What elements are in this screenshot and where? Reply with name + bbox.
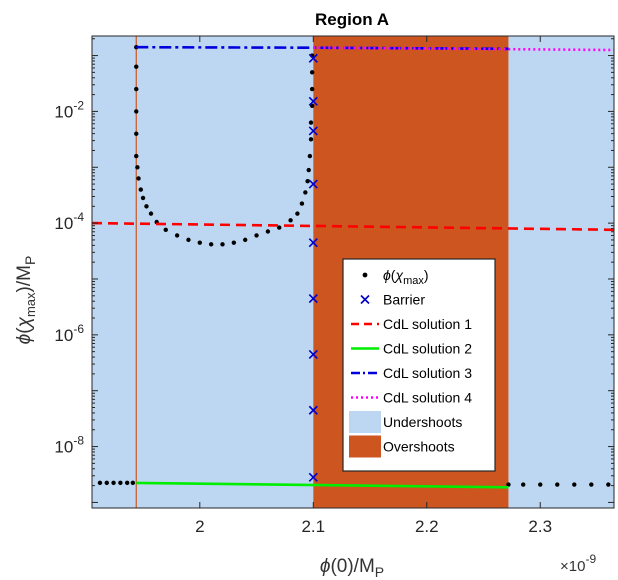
data-point (135, 165, 140, 170)
data-point (589, 482, 594, 487)
data-point (265, 229, 271, 234)
y-tick-label: 10-2 (54, 98, 84, 121)
x-exponent-label: ×10-9 (560, 552, 596, 575)
data-point (572, 482, 577, 487)
y-tick-label: 10-8 (54, 434, 84, 457)
data-point (295, 211, 300, 216)
data-point (242, 237, 248, 243)
y-tick-label: 10-6 (54, 322, 84, 345)
x-tick-label: 2.1 (301, 517, 325, 536)
barrier-marker (308, 126, 318, 136)
data-point (97, 480, 103, 486)
series-cdl-solution-2 (136, 481, 509, 489)
data-point (555, 482, 560, 487)
x-tick-label: 2.2 (415, 517, 439, 536)
data-point (104, 480, 109, 486)
data-point (111, 480, 116, 486)
data-point (303, 190, 308, 195)
region-undershoots (508, 36, 614, 508)
data-point (140, 195, 146, 201)
data-point (186, 237, 191, 243)
legend: ϕ(χmax) Barrier CdL solution 1 CdL solution… (342, 258, 496, 472)
data-point (231, 240, 237, 245)
data-point (134, 109, 139, 114)
y-tick-label: 10-4 (54, 210, 84, 233)
data-point (308, 120, 314, 125)
data-point (305, 179, 310, 184)
region-undershoots (92, 36, 314, 508)
data-point (309, 70, 315, 75)
legend-label: Overshoots (383, 439, 455, 455)
chart-title: Region A (315, 10, 389, 29)
data-point (144, 204, 149, 209)
data-point (538, 482, 543, 487)
data-point (299, 201, 305, 206)
axes-box (91, 35, 615, 509)
data-point (506, 482, 511, 487)
barrier-marker (308, 238, 318, 248)
legend-symbol (349, 411, 381, 433)
data-point (309, 103, 315, 109)
legend-label: CdL solution 3 (383, 365, 472, 381)
data-point (138, 187, 143, 192)
series-cdl-solution-3 (136, 45, 509, 51)
barrier-marker (308, 53, 318, 63)
barrier-marker (308, 293, 318, 304)
barrier-marker (308, 405, 318, 415)
series-cdl-solution-1 (92, 221, 614, 232)
y-axis-label: ϕ(χmax)/MP (14, 256, 38, 345)
data-point (220, 242, 225, 247)
data-point (521, 482, 526, 487)
legend-label: CdL solution 2 (383, 341, 472, 357)
data-point (309, 86, 315, 92)
data-point (134, 86, 139, 92)
data-point (606, 482, 611, 487)
legend-label: ϕ(χmax) (383, 267, 429, 287)
data-point (134, 64, 139, 69)
data-point (197, 240, 203, 245)
data-point (136, 176, 141, 181)
data-point (148, 211, 154, 216)
legend-symbol (362, 272, 368, 278)
data-point (163, 227, 168, 233)
data-point (307, 153, 313, 159)
data-point (134, 131, 139, 136)
legend-symbol (349, 435, 381, 458)
barrier-marker (308, 349, 318, 359)
barrier-marker (308, 96, 318, 106)
legend-label: CdL solution 1 (383, 316, 472, 332)
data-point (208, 242, 214, 247)
x-axis-label: ϕ(0)/MP (320, 556, 384, 580)
data-point (134, 153, 139, 159)
data-point (288, 218, 293, 223)
legend-label: CdL solution 4 (383, 390, 472, 406)
x-tick-label: 2 (195, 517, 204, 536)
legend-symbol (360, 294, 370, 305)
data-point (277, 225, 282, 230)
data-point (130, 480, 136, 486)
barrier-marker (308, 472, 318, 482)
series-cdl-solution-4 (313, 46, 614, 52)
data-point (306, 167, 311, 173)
data-point (118, 480, 123, 486)
data-point (124, 480, 130, 486)
x-tick-label: 2.3 (528, 517, 552, 536)
legend-label: Undershoots (383, 414, 462, 430)
data-point (254, 233, 259, 238)
barrier-marker (308, 179, 318, 189)
data-point (308, 137, 314, 142)
data-point (174, 233, 180, 238)
legend-label: Barrier (383, 292, 425, 308)
